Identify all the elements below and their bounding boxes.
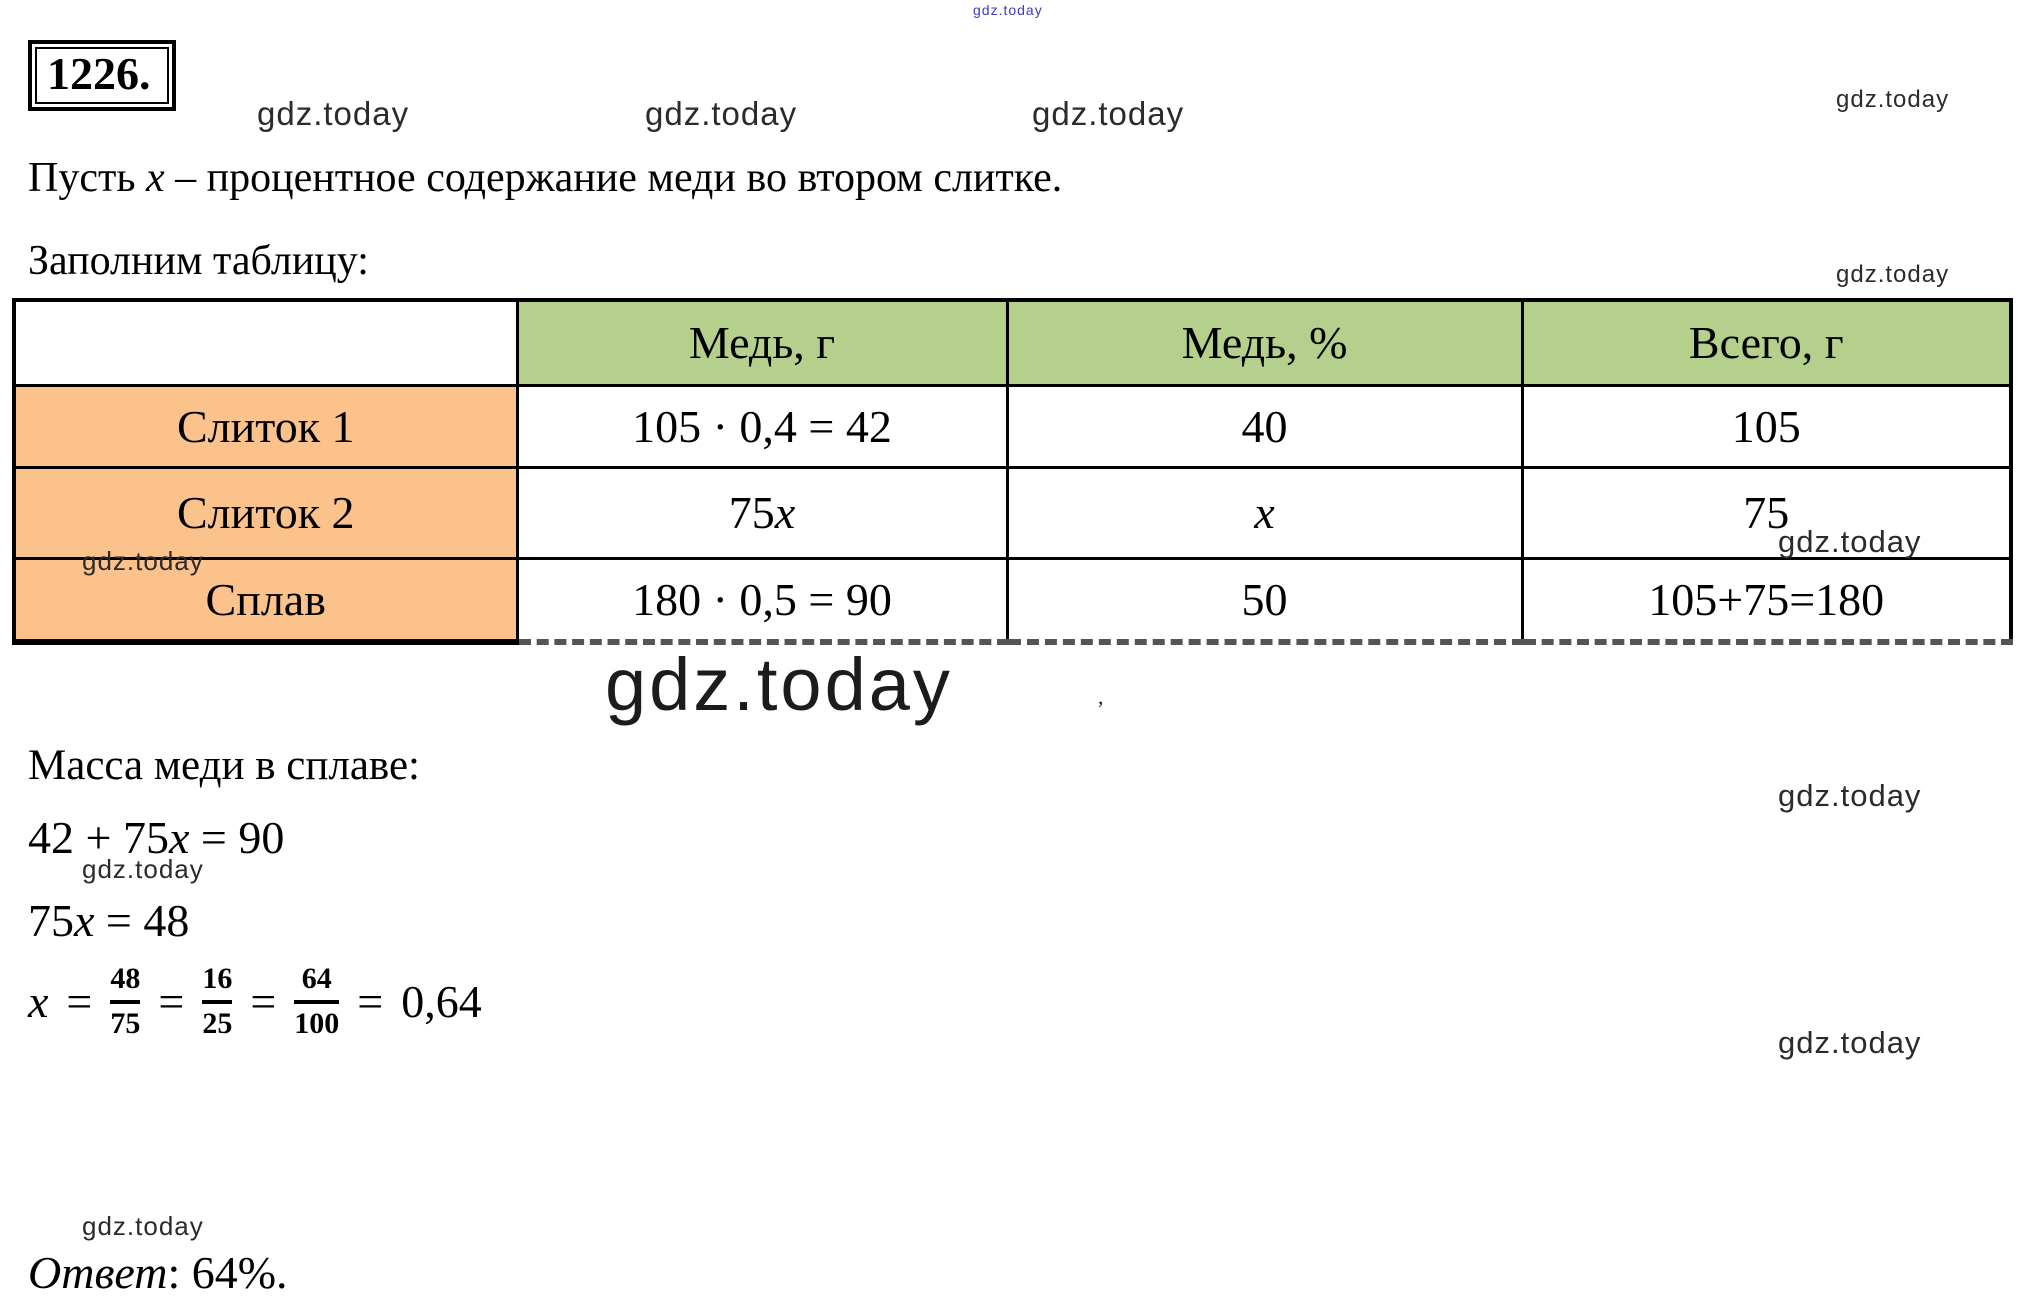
cell-ingot2-copper-g-var: x — [774, 487, 796, 538]
eq2-pre: 75 — [28, 895, 74, 946]
cell-ingot2-copper-pct: x — [1005, 465, 1524, 560]
watermark: gdz.today — [82, 854, 204, 884]
equals-sign: = — [357, 976, 384, 1027]
intro-variable: x — [145, 155, 165, 201]
cell-ingot1-copper-pct: 40 — [1005, 383, 1524, 469]
answer-label: Ответ — [28, 1247, 168, 1298]
fraction-numerator: 16 — [202, 962, 233, 995]
solution-table: Медь, г Медь, % Всего, г Слиток 1 105 · … — [12, 298, 2013, 645]
cell-alloy-total-g: 105+75=180 — [1520, 556, 2013, 645]
fraction-16-25: 16 25 — [202, 962, 233, 1041]
cell-ingot2-copper-g: 75x — [515, 465, 1009, 560]
fraction-numerator: 48 — [110, 962, 141, 995]
eq3-result: 0,64 — [401, 976, 482, 1027]
fraction-bar — [294, 999, 340, 1004]
equation-2: 75x = 48 — [28, 895, 189, 948]
table-row: Слиток 1 105 · 0,4 = 42 40 105 — [12, 383, 2013, 469]
watermark: gdz.today — [1778, 1025, 1922, 1060]
equals-sign: = — [158, 976, 185, 1027]
table-header-row: Медь, г Медь, % Всего, г — [12, 298, 2013, 387]
header-copper-pct: Медь, % — [1005, 298, 1524, 387]
watermark: gdz.today — [1778, 778, 1922, 813]
equals-sign: = — [250, 976, 277, 1027]
row-label-ingot2: Слиток 2 — [12, 465, 519, 560]
answer-value: : 64%. — [167, 1247, 288, 1298]
cell-alloy-copper-g: 180 · 0,5 = 90 — [515, 556, 1009, 645]
eq1-pre: 42 + 75 — [28, 812, 169, 863]
eq2-variable: x — [74, 895, 95, 946]
fraction-64-100: 64 100 — [294, 962, 340, 1041]
cell-ingot2-copper-g-num: 75 — [728, 487, 775, 538]
fraction-bar — [202, 999, 233, 1004]
watermark: gdz.today — [1032, 95, 1185, 132]
cell-alloy-copper-pct: 50 — [1005, 556, 1524, 645]
table-row: Сплав 180 · 0,5 = 90 50 105+75=180 — [12, 556, 2013, 645]
problem-number-box: 1226. — [28, 40, 176, 111]
problem-number: 1226. — [47, 48, 151, 99]
cell-ingot1-total-g: 105 — [1520, 383, 2013, 469]
equals-sign: = — [66, 976, 93, 1027]
header-copper-g: Медь, г — [515, 298, 1009, 387]
watermark: gdz.today — [1836, 86, 1950, 113]
header-total-g: Всего, г — [1520, 298, 2013, 387]
eq1-variable: x — [168, 812, 190, 863]
watermark: gdz.today — [1778, 524, 1922, 559]
fill-table-label: Заполним таблицу: — [28, 238, 369, 284]
mass-line: Масса меди в сплаве: — [28, 742, 420, 789]
watermark: gdz.today — [82, 1211, 204, 1241]
fraction-48-75: 48 75 — [110, 962, 141, 1041]
cell-ingot1-copper-g: 105 · 0,4 = 42 — [515, 383, 1009, 469]
watermark: gdz.today — [645, 95, 798, 132]
equation-3: x = 48 75 = 16 25 = 64 100 = 0,64 — [28, 962, 482, 1041]
row-label-ingot1: Слиток 1 — [12, 383, 519, 469]
table-row: Слиток 2 75x x 75 — [12, 465, 2013, 560]
eq2-post: = 48 — [94, 895, 190, 946]
intro-pre: Пусть — [28, 155, 146, 201]
fraction-bar — [110, 999, 141, 1004]
watermark: gdz.today — [605, 643, 953, 726]
watermark: gdz.today — [257, 95, 410, 132]
watermark: gdz.today — [973, 2, 1043, 18]
fraction-numerator: 64 — [301, 962, 332, 995]
cell-ingot2-copper-pct-var: x — [1254, 487, 1275, 538]
fraction-denominator: 75 — [110, 1006, 141, 1040]
problem-number-inner-border: 1226. — [35, 47, 169, 104]
eq1-post: = 90 — [189, 812, 285, 863]
intro-post: – процентное содержание меди во втором с… — [164, 155, 1063, 201]
row-label-alloy: Сплав — [12, 556, 519, 645]
answer-line: Ответ: 64%. — [28, 1246, 288, 1299]
fraction-denominator: 25 — [202, 1006, 233, 1040]
watermark: gdz.today — [82, 546, 204, 576]
equation-1: 42 + 75x = 90 — [28, 812, 284, 865]
intro-line: Пусть x – процентное содержание меди во … — [28, 152, 1062, 205]
eq3-variable: x — [28, 976, 49, 1027]
stray-mark: , — [1098, 684, 1104, 709]
watermark: gdz.today — [1836, 261, 1950, 288]
fraction-denominator: 100 — [294, 1006, 340, 1040]
header-empty-cell — [12, 298, 519, 387]
cell-ingot2-total-g: 75 — [1520, 465, 2013, 560]
